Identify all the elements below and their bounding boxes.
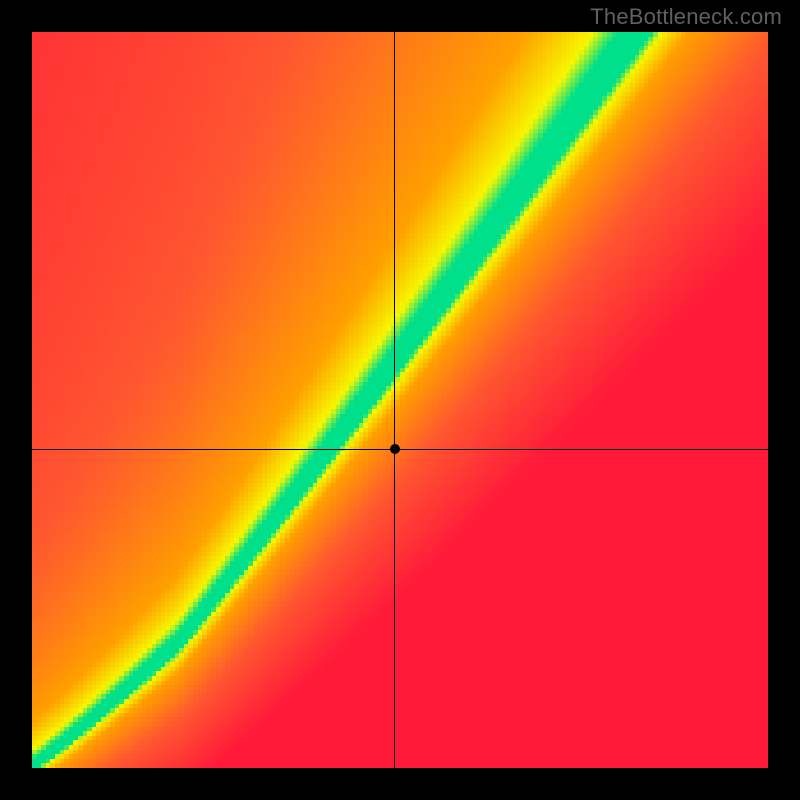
crosshair-vertical	[394, 32, 395, 768]
chart-frame: TheBottleneck.com	[0, 0, 800, 800]
heatmap-canvas	[32, 32, 768, 768]
plot-area	[32, 32, 768, 768]
watermark-text: TheBottleneck.com	[590, 4, 782, 30]
crosshair-horizontal	[32, 449, 768, 450]
